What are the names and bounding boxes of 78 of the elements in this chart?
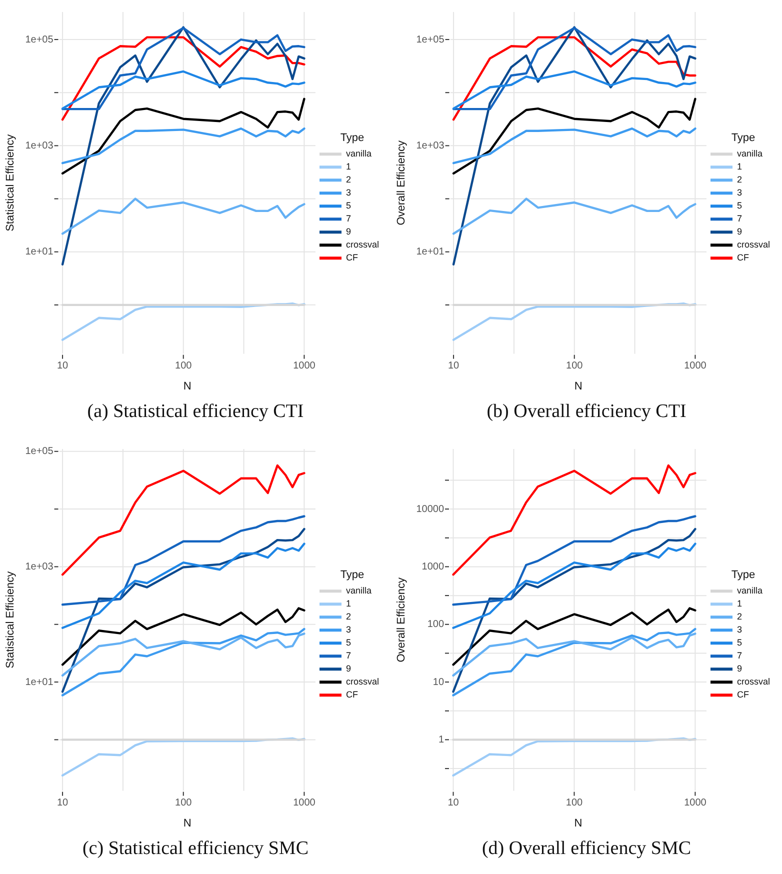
- x-tick-label: 1000: [293, 360, 316, 372]
- legend-label: crossval: [736, 240, 770, 250]
- y-tick-label: 1e+01: [416, 246, 445, 258]
- y-tick-label: 1e+03: [416, 140, 445, 152]
- x-axis-title: N: [183, 817, 192, 830]
- y-axis-title: Overall Efficiency: [396, 577, 408, 662]
- legend-label: vanilla: [346, 586, 372, 596]
- x-tick-label: 100: [566, 360, 584, 372]
- y-tick-label: 1e+03: [25, 561, 54, 572]
- legend-label: 1: [736, 598, 742, 609]
- legend-label: CF: [346, 690, 358, 700]
- legend-label: 3: [346, 624, 352, 635]
- legend-label: vanilla: [736, 586, 763, 596]
- legend-label: CF: [736, 690, 750, 700]
- legend-label: 5: [346, 638, 352, 648]
- legend-label: 3: [736, 188, 742, 198]
- legend-label: 7: [736, 214, 742, 224]
- legend-label: 5: [736, 200, 742, 211]
- legend-label: 3: [736, 624, 742, 635]
- legend-label: 2: [736, 612, 742, 622]
- legend-label: vanilla: [736, 148, 763, 159]
- legend-label: 7: [346, 650, 352, 661]
- y-tick-label: 1: [438, 734, 444, 746]
- legend-label: CF: [736, 252, 750, 263]
- legend-label: 2: [736, 174, 742, 185]
- text: (c) Statistical efficiency SMC: [81, 838, 310, 860]
- x-tick-label: 100: [566, 798, 584, 809]
- x-tick-label: 1000: [684, 360, 707, 372]
- legend-label: 7: [736, 650, 742, 661]
- y-tick-label: 1e+05: [25, 34, 54, 46]
- y-tick-label: 1e+01: [25, 246, 54, 258]
- x-tick-label: 10: [448, 360, 460, 372]
- y-tick-label: 1e+01: [25, 676, 54, 688]
- legend-label: crossval: [346, 240, 380, 250]
- x-tick-label: 10: [56, 798, 69, 809]
- text: (d) Overall efficiency SMC: [480, 838, 692, 860]
- y-axis-title: Statistical Efficiency: [4, 570, 17, 668]
- y-tick-label: 1e+03: [25, 140, 54, 152]
- x-axis-title: N: [574, 380, 582, 392]
- y-tick-label: 1e+05: [25, 446, 54, 458]
- legend-label: CF: [346, 252, 358, 263]
- y-axis-title: Statistical Efficiency: [4, 134, 17, 232]
- text: (b) Overall efficiency CTI: [486, 401, 688, 423]
- legend-title: Type: [731, 568, 756, 581]
- x-tick-label: 10: [448, 798, 460, 809]
- legend-label: 5: [346, 200, 352, 211]
- legend-label: 3: [346, 188, 352, 198]
- text: (a) Statistical efficiency CTI: [86, 401, 305, 423]
- legend-label: 5: [736, 638, 742, 648]
- legend-label: crossval: [736, 676, 770, 687]
- legend-label: 2: [346, 174, 352, 185]
- y-tick-label: 1e+05: [416, 34, 445, 46]
- x-tick-label: 1000: [293, 798, 316, 809]
- legend-label: 9: [346, 226, 352, 237]
- legend-label: 1: [346, 598, 352, 609]
- legend-label: 2: [346, 612, 352, 622]
- x-tick-label: 100: [175, 798, 192, 809]
- x-tick-label: 1000: [684, 798, 707, 809]
- legend-label: 9: [736, 226, 742, 237]
- y-tick-label: 1000: [422, 561, 444, 572]
- y-axis-title: Overall Efficiency: [396, 140, 408, 226]
- legend-title: Type: [340, 132, 364, 144]
- legend-title: Type: [731, 132, 756, 144]
- x-axis-title: N: [574, 817, 582, 830]
- legend-title: Type: [340, 568, 364, 581]
- legend-label: 1: [736, 162, 742, 172]
- legend-label: 9: [346, 664, 352, 674]
- legend-label: crossval: [346, 676, 380, 687]
- y-tick-label: 100: [427, 619, 444, 630]
- y-tick-label: 10000: [416, 504, 444, 515]
- legend-label: vanilla: [346, 148, 372, 159]
- legend-label: 7: [346, 214, 352, 224]
- x-tick-label: 10: [56, 360, 69, 372]
- y-tick-label: 10: [432, 676, 444, 688]
- x-axis-title: N: [183, 380, 192, 392]
- legend-label: 9: [736, 664, 742, 674]
- legend-label: 1: [346, 162, 352, 172]
- x-tick-label: 100: [175, 360, 192, 372]
